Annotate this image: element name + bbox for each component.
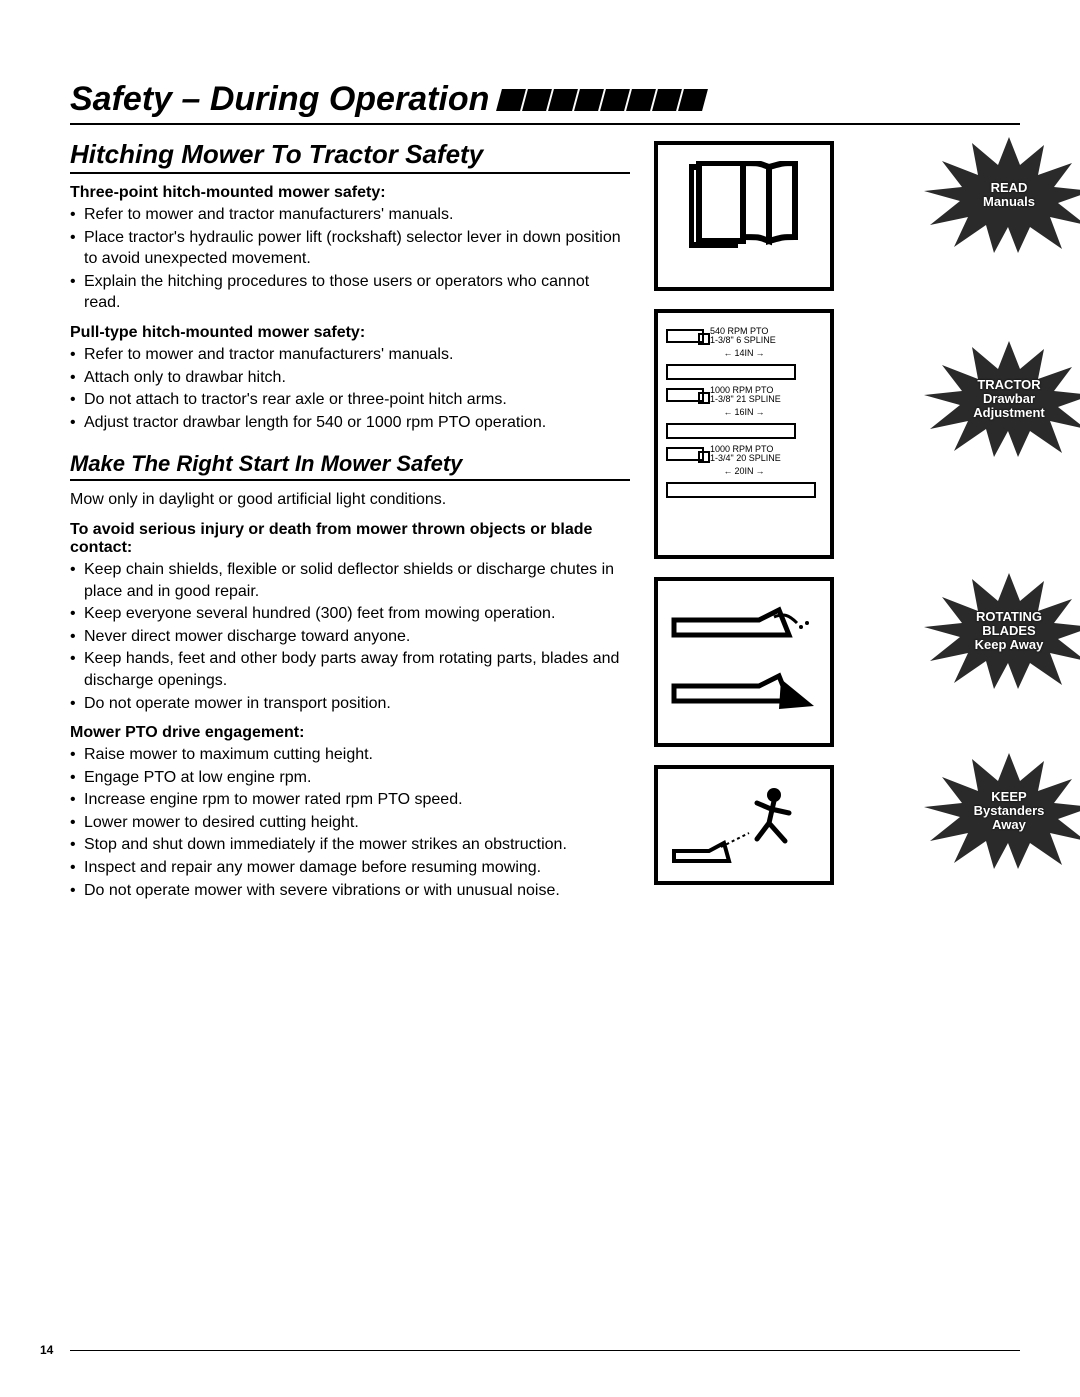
pto-label: 1000 RPM PTO 1-3/8" 21 SPLINE [710,386,781,405]
warning-burst: KEEP Bystanders Away [914,751,1080,871]
list-item: Keep everyone several hundred (300) feet… [70,603,630,625]
list-item: Attach only to drawbar hitch. [70,367,630,389]
list-item: Never direct mower discharge toward anyo… [70,626,630,648]
pto-stub-icon [666,447,704,461]
mower-blade-icon [669,661,819,721]
list-item: Do not operate mower in transport positi… [70,693,630,715]
pto-row-1: 540 RPM PTO 1-3/8" 6 SPLINE [666,327,822,346]
burst-icon [914,751,1080,871]
burst-icon [914,571,1080,691]
list-item: Do not attach to tractor's rear axle or … [70,389,630,411]
content-columns: Hitching Mower To Tractor Safety Three-p… [70,139,1020,902]
burst-label: ROTATING BLADES Keep Away [914,571,1080,691]
burst-icon [914,135,1080,255]
mower-discharge-icon [669,595,819,655]
pto-row-3: 1000 RPM PTO 1-3/4" 20 SPLINE [666,445,822,464]
subhead-pull-type: Pull-type hitch-mounted mower safety: [70,324,630,342]
subhead-three-point: Three-point hitch-mounted mower safety: [70,184,630,202]
panel-drawbar: 540 RPM PTO 1-3/8" 6 SPLINE 14IN 1000 RP… [654,309,984,559]
title-underline [70,123,1020,125]
warning-burst: ROTATING BLADES Keep Away [914,571,1080,691]
list-item: Refer to mower and tractor manufacturers… [70,344,630,366]
dim-1: 14IN [666,348,822,358]
list-three-point: Refer to mower and tractor manufacturers… [70,204,630,314]
drawbar-icon [666,482,816,498]
list-item: Increase engine rpm to mower rated rpm P… [70,789,630,811]
drawbar-icon [666,423,796,439]
list-item: Refer to mower and tractor manufacturers… [70,204,630,226]
subhead-pto-engagement: Mower PTO drive engagement: [70,724,630,742]
burst-label: KEEP Bystanders Away [914,751,1080,871]
list-item: Raise mower to maximum cutting height. [70,744,630,766]
panel-box [654,577,834,747]
footer-rule [70,1350,1020,1351]
burst-label: READ Manuals [914,135,1080,255]
list-item: Keep chain shields, flexible or solid de… [70,559,630,602]
pto-stub-icon [666,329,704,343]
dim-2: 16IN [666,407,822,417]
list-avoid-injury: Keep chain shields, flexible or solid de… [70,559,630,714]
panel-box [654,141,834,291]
right-column: READ Manuals 540 RPM PTO 1-3/8" 6 SPLINE… [654,139,984,902]
panel-box [654,765,834,885]
list-item: Keep hands, feet and other body parts aw… [70,648,630,691]
list-item: Place tractor's hydraulic power lift (ro… [70,227,630,270]
panel-bystanders: KEEP Bystanders Away [654,765,984,885]
warning-burst: READ Manuals [914,135,1080,255]
warning-burst: TRACTOR Drawbar Adjustment [914,339,1080,459]
dim-3: 20IN [666,466,822,476]
drawbar-icon [666,364,796,380]
list-item: Explain the hitching procedures to those… [70,271,630,314]
page-title: Safety – During Operation [70,80,1020,119]
list-item: Stop and shut down immediately if the mo… [70,834,630,856]
bystander-running-icon [669,781,819,871]
pto-label: 1000 RPM PTO 1-3/4" 20 SPLINE [710,445,781,464]
panel-rotating-blades: ROTATING BLADES Keep Away [654,577,984,747]
section-hitching-heading: Hitching Mower To Tractor Safety [70,139,630,174]
panel-box: 540 RPM PTO 1-3/8" 6 SPLINE 14IN 1000 RP… [654,309,834,559]
list-item: Do not operate mower with severe vibrati… [70,880,630,902]
list-item: Engage PTO at low engine rpm. [70,767,630,789]
left-column: Hitching Mower To Tractor Safety Three-p… [70,139,630,902]
list-pull-type: Refer to mower and tractor manufacturers… [70,344,630,433]
book-icon [689,161,799,251]
list-item: Inspect and repair any mower damage befo… [70,857,630,879]
burst-label: TRACTOR Drawbar Adjustment [914,339,1080,459]
list-item: Adjust tractor drawbar length for 540 or… [70,412,630,434]
page-number: 14 [40,1343,53,1357]
section-right-start-heading: Make The Right Start In Mower Safety [70,451,630,481]
subhead-avoid-injury: To avoid serious injury or death from mo… [70,521,630,557]
title-decor-bars [496,89,708,111]
pto-label: 540 RPM PTO 1-3/8" 6 SPLINE [710,327,776,346]
pto-row-2: 1000 RPM PTO 1-3/8" 21 SPLINE [666,386,822,405]
page-title-text: Safety – During Operation [70,80,489,119]
intro-text: Mow only in daylight or good artificial … [70,489,630,511]
panel-read-manuals: READ Manuals [654,141,984,291]
list-item: Lower mower to desired cutting height. [70,812,630,834]
pto-stub-icon [666,388,704,402]
list-pto-engagement: Raise mower to maximum cutting height. E… [70,744,630,901]
burst-icon [914,339,1080,459]
